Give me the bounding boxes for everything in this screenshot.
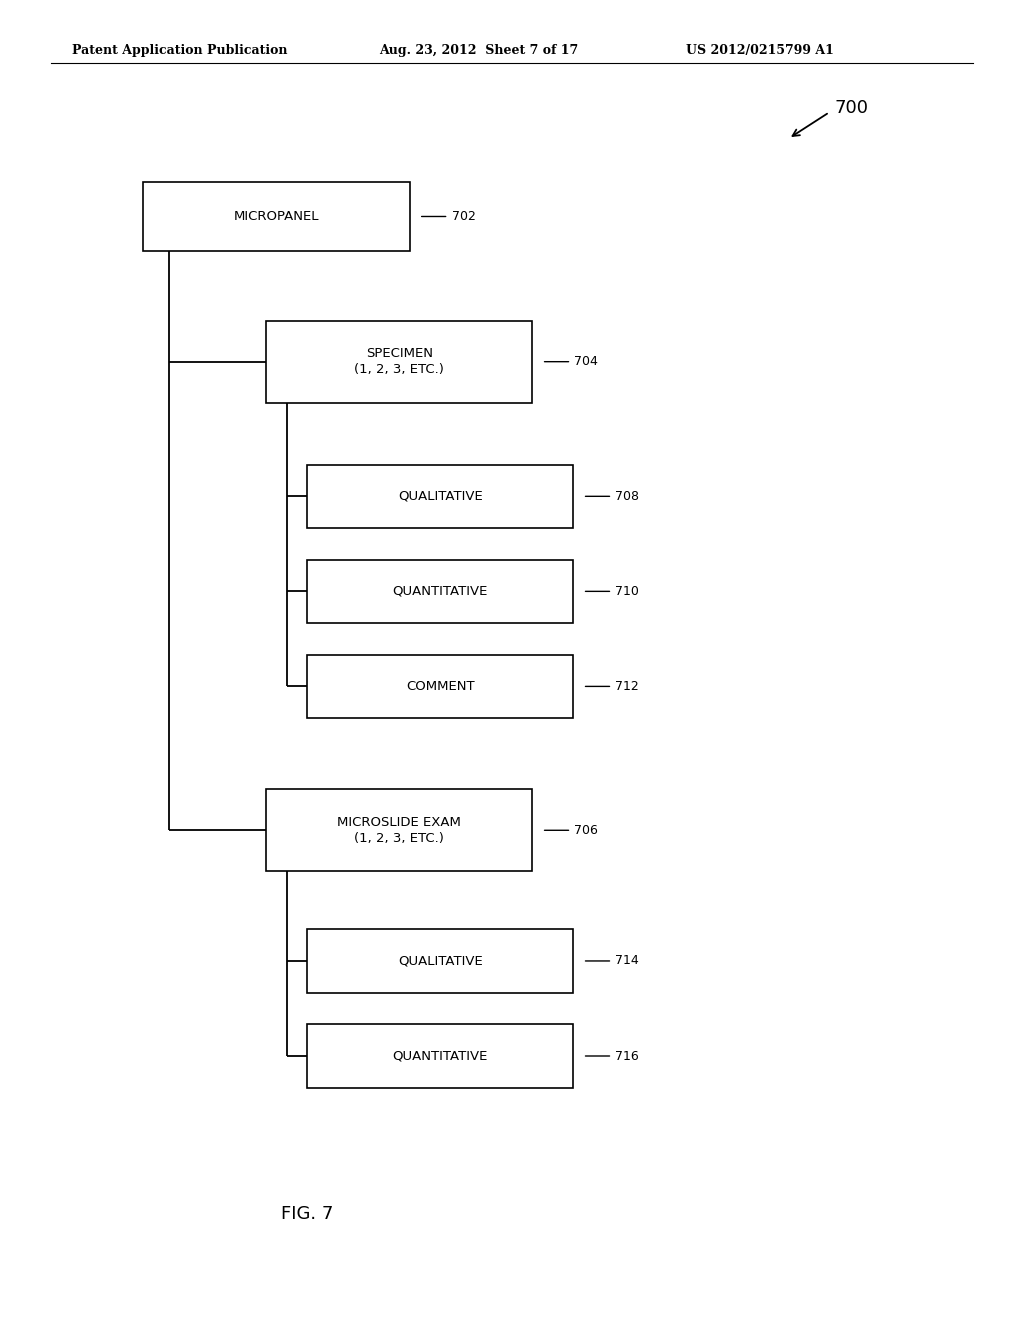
Text: QUANTITATIVE: QUANTITATIVE bbox=[392, 585, 488, 598]
Bar bbox=[266, 789, 532, 871]
Text: 700: 700 bbox=[835, 99, 868, 117]
Text: QUALITATIVE: QUALITATIVE bbox=[398, 490, 482, 503]
Text: MICROSLIDE EXAM
(1, 2, 3, ETC.): MICROSLIDE EXAM (1, 2, 3, ETC.) bbox=[338, 816, 461, 845]
Text: 716: 716 bbox=[615, 1049, 639, 1063]
Text: Patent Application Publication: Patent Application Publication bbox=[72, 44, 287, 57]
Text: COMMENT: COMMENT bbox=[406, 680, 475, 693]
Text: 710: 710 bbox=[615, 585, 639, 598]
Text: 702: 702 bbox=[452, 210, 475, 223]
Text: 706: 706 bbox=[574, 824, 598, 837]
Bar bbox=[307, 655, 573, 718]
Text: QUANTITATIVE: QUANTITATIVE bbox=[392, 1049, 488, 1063]
Bar bbox=[143, 182, 410, 251]
Bar bbox=[307, 560, 573, 623]
Text: FIG. 7: FIG. 7 bbox=[281, 1205, 334, 1224]
Text: SPECIMEN
(1, 2, 3, ETC.): SPECIMEN (1, 2, 3, ETC.) bbox=[354, 347, 444, 376]
Text: 712: 712 bbox=[615, 680, 639, 693]
Text: MICROPANEL: MICROPANEL bbox=[233, 210, 319, 223]
Text: QUALITATIVE: QUALITATIVE bbox=[398, 954, 482, 968]
Text: 708: 708 bbox=[615, 490, 639, 503]
Text: 714: 714 bbox=[615, 954, 639, 968]
Text: US 2012/0215799 A1: US 2012/0215799 A1 bbox=[686, 44, 834, 57]
Bar bbox=[307, 929, 573, 993]
Bar bbox=[307, 1024, 573, 1088]
Bar bbox=[266, 321, 532, 403]
Text: Aug. 23, 2012  Sheet 7 of 17: Aug. 23, 2012 Sheet 7 of 17 bbox=[379, 44, 579, 57]
Text: 704: 704 bbox=[574, 355, 598, 368]
Bar bbox=[307, 465, 573, 528]
